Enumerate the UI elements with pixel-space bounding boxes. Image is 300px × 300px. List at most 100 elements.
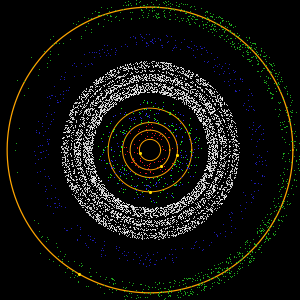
Point bbox=[216, 127, 221, 132]
Point bbox=[187, 226, 192, 230]
Point bbox=[266, 236, 271, 241]
Point bbox=[189, 89, 194, 94]
Point bbox=[147, 214, 152, 219]
Point bbox=[96, 199, 100, 203]
Point bbox=[106, 195, 111, 200]
Point bbox=[91, 157, 96, 162]
Point bbox=[79, 200, 84, 205]
Point bbox=[209, 182, 214, 186]
Point bbox=[76, 136, 80, 141]
Point bbox=[124, 81, 129, 85]
Point bbox=[135, 62, 140, 67]
Point bbox=[124, 203, 129, 208]
Point bbox=[163, 62, 167, 67]
Point bbox=[118, 221, 122, 226]
Point bbox=[93, 81, 98, 86]
Point bbox=[82, 143, 87, 148]
Point bbox=[192, 6, 197, 11]
Point bbox=[76, 95, 81, 100]
Point bbox=[291, 145, 296, 150]
Point bbox=[254, 225, 259, 230]
Point bbox=[138, 75, 142, 80]
Point bbox=[214, 90, 219, 95]
Point bbox=[176, 1, 181, 6]
Point bbox=[198, 76, 203, 81]
Point bbox=[110, 214, 114, 219]
Point bbox=[233, 142, 238, 147]
Point bbox=[66, 125, 70, 130]
Point bbox=[109, 89, 113, 94]
Point bbox=[151, 133, 156, 138]
Point bbox=[74, 22, 79, 26]
Point bbox=[121, 170, 126, 175]
Point bbox=[206, 100, 211, 105]
Point bbox=[94, 186, 99, 191]
Point bbox=[202, 77, 207, 82]
Point bbox=[174, 88, 179, 93]
Point bbox=[180, 214, 184, 218]
Point bbox=[80, 95, 84, 100]
Point bbox=[222, 143, 227, 148]
Point bbox=[93, 176, 98, 180]
Point bbox=[227, 21, 232, 26]
Point bbox=[224, 259, 229, 264]
Point bbox=[91, 176, 96, 181]
Point bbox=[98, 203, 103, 208]
Point bbox=[194, 99, 199, 104]
Point bbox=[198, 76, 203, 81]
Point bbox=[129, 202, 134, 207]
Point bbox=[202, 210, 206, 215]
Point bbox=[216, 120, 220, 125]
Point bbox=[96, 121, 101, 125]
Point bbox=[192, 196, 197, 201]
Point bbox=[61, 141, 65, 146]
Point bbox=[211, 108, 215, 113]
Point bbox=[162, 73, 167, 77]
Point bbox=[164, 40, 169, 44]
Point bbox=[122, 248, 127, 253]
Point bbox=[92, 178, 97, 183]
Point bbox=[152, 232, 157, 237]
Point bbox=[182, 200, 187, 205]
Point bbox=[72, 171, 76, 176]
Point bbox=[181, 226, 186, 231]
Point bbox=[161, 236, 166, 240]
Point bbox=[166, 122, 171, 127]
Point bbox=[198, 118, 203, 123]
Point bbox=[211, 142, 215, 147]
Point bbox=[115, 213, 120, 218]
Point bbox=[68, 184, 73, 189]
Point bbox=[114, 180, 119, 185]
Point bbox=[116, 200, 121, 205]
Point bbox=[121, 97, 125, 101]
Point bbox=[76, 160, 81, 165]
Point bbox=[109, 222, 114, 227]
Point bbox=[160, 78, 165, 83]
Point bbox=[207, 159, 212, 164]
Point bbox=[202, 81, 207, 86]
Point bbox=[184, 160, 188, 165]
Point bbox=[99, 199, 104, 203]
Point bbox=[194, 93, 199, 98]
Point bbox=[138, 85, 143, 90]
Point bbox=[212, 112, 217, 116]
Point bbox=[136, 129, 140, 134]
Point bbox=[150, 88, 154, 92]
Point bbox=[78, 166, 82, 171]
Point bbox=[262, 221, 266, 226]
Point bbox=[183, 19, 188, 23]
Point bbox=[100, 194, 105, 199]
Point bbox=[50, 42, 55, 46]
Point bbox=[168, 219, 172, 224]
Point bbox=[112, 96, 117, 101]
Point bbox=[210, 190, 215, 194]
Point bbox=[204, 122, 209, 126]
Point bbox=[82, 103, 87, 108]
Point bbox=[140, 80, 145, 85]
Point bbox=[164, 78, 169, 82]
Point bbox=[77, 160, 82, 165]
Point bbox=[217, 96, 222, 100]
Point bbox=[212, 152, 217, 157]
Point bbox=[187, 206, 191, 211]
Point bbox=[101, 248, 106, 253]
